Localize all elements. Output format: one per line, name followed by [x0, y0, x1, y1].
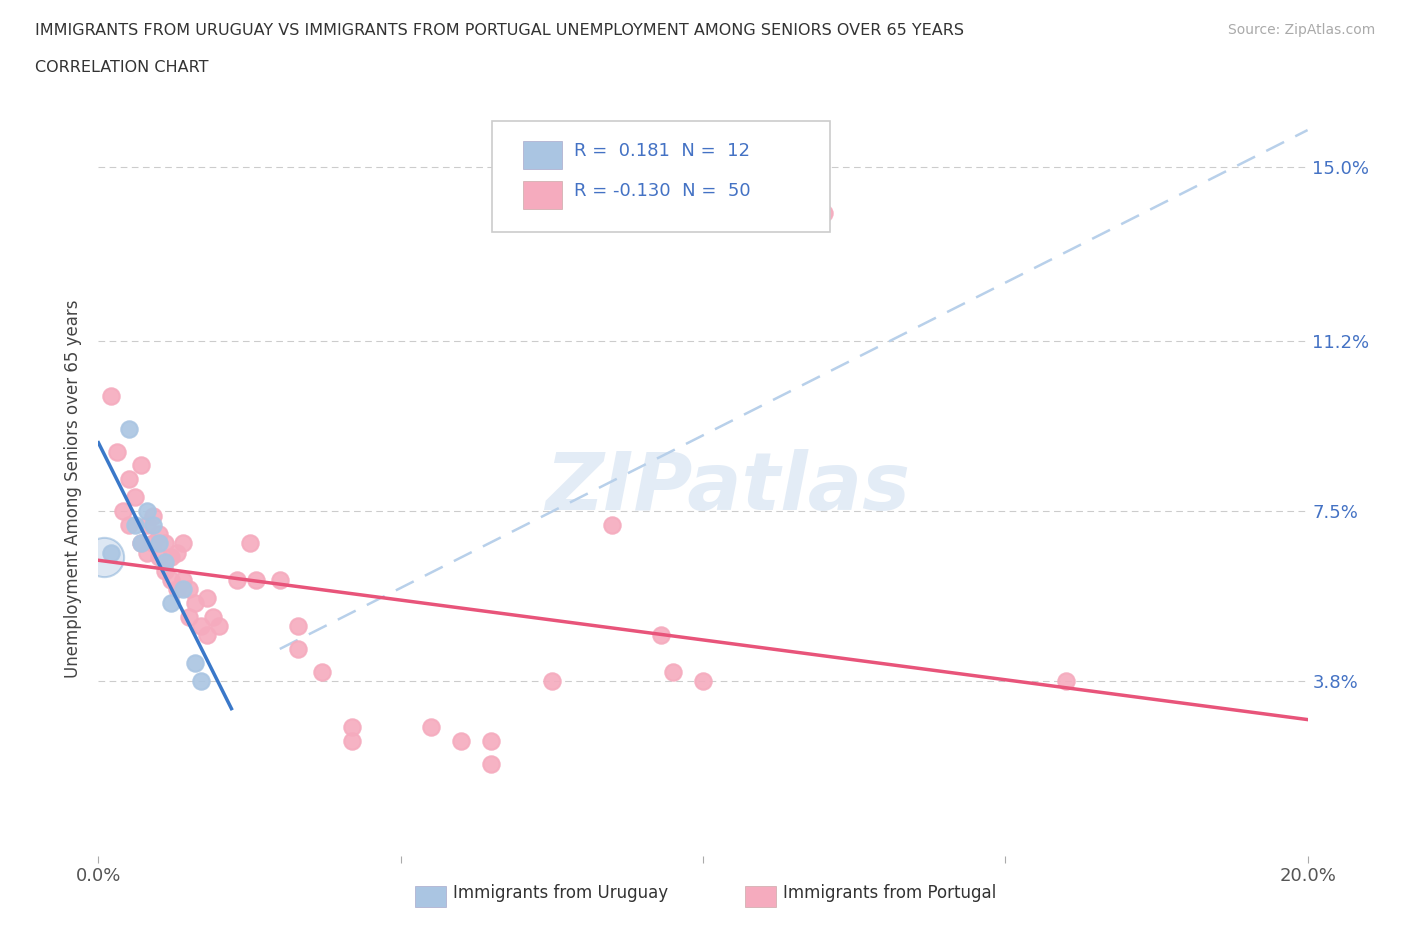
Point: [287, 642, 309, 657]
Point: [118, 472, 141, 486]
Point: [481, 734, 503, 749]
Point: [172, 582, 194, 597]
Text: ZIPatlas: ZIPatlas: [544, 449, 910, 527]
Point: [135, 517, 157, 532]
Point: [153, 536, 176, 551]
Point: [287, 618, 309, 633]
Point: [342, 720, 364, 735]
Text: Immigrants from Uruguay: Immigrants from Uruguay: [453, 884, 668, 901]
Point: [190, 673, 212, 688]
Point: [100, 545, 122, 560]
Point: [342, 734, 364, 749]
Point: [160, 550, 183, 565]
Point: [160, 595, 183, 610]
Point: [195, 628, 218, 643]
Point: [239, 536, 262, 551]
Text: Immigrants from Portugal: Immigrants from Portugal: [783, 884, 997, 901]
Point: [166, 582, 188, 597]
Y-axis label: Unemployment Among Seniors over 65 years: Unemployment Among Seniors over 65 years: [65, 299, 83, 677]
Point: [184, 656, 207, 671]
Point: [179, 609, 201, 624]
Point: [813, 206, 835, 220]
Text: R =  0.181  N =  12: R = 0.181 N = 12: [574, 142, 749, 160]
Point: [105, 445, 128, 459]
Point: [118, 517, 141, 532]
Point: [93, 550, 115, 565]
Point: [602, 517, 624, 532]
Point: [311, 664, 333, 679]
Point: [142, 509, 165, 524]
Point: [166, 545, 188, 560]
Point: [160, 573, 183, 588]
Point: [142, 536, 165, 551]
Point: [172, 536, 194, 551]
Point: [111, 504, 134, 519]
Point: [129, 536, 152, 551]
Text: Source: ZipAtlas.com: Source: ZipAtlas.com: [1227, 23, 1375, 37]
Point: [1054, 673, 1077, 688]
Point: [153, 554, 176, 569]
Point: [481, 756, 503, 771]
Point: [124, 490, 146, 505]
Point: [148, 526, 170, 541]
Point: [450, 734, 472, 749]
Point: [179, 582, 201, 597]
Point: [118, 421, 141, 436]
Point: [692, 673, 714, 688]
Point: [190, 618, 212, 633]
Text: CORRELATION CHART: CORRELATION CHART: [35, 60, 208, 75]
Point: [153, 564, 176, 578]
Point: [148, 550, 170, 565]
Point: [208, 618, 231, 633]
Point: [202, 609, 225, 624]
Point: [100, 389, 122, 404]
Point: [148, 536, 170, 551]
Point: [129, 458, 152, 472]
Point: [124, 517, 146, 532]
Point: [135, 545, 157, 560]
Point: [650, 628, 672, 643]
Point: [540, 673, 562, 688]
Point: [269, 573, 291, 588]
Point: [184, 595, 207, 610]
Text: IMMIGRANTS FROM URUGUAY VS IMMIGRANTS FROM PORTUGAL UNEMPLOYMENT AMONG SENIORS O: IMMIGRANTS FROM URUGUAY VS IMMIGRANTS FR…: [35, 23, 965, 38]
Point: [226, 573, 249, 588]
Point: [135, 504, 157, 519]
Point: [172, 573, 194, 588]
Point: [420, 720, 443, 735]
Point: [129, 536, 152, 551]
Point: [195, 591, 218, 606]
Point: [661, 664, 683, 679]
Text: R = -0.130  N =  50: R = -0.130 N = 50: [574, 182, 751, 200]
Point: [142, 517, 165, 532]
Point: [245, 573, 267, 588]
